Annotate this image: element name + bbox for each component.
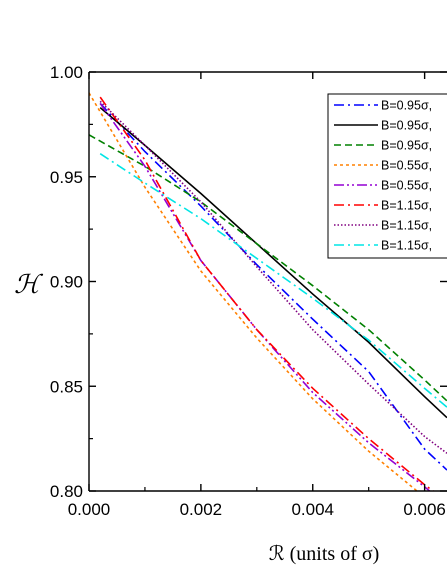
y-axis-label: ℋ <box>14 270 44 299</box>
legend-label-8: B=1.15σ, <box>381 239 432 253</box>
axes: 0.80 0.85 0.90 0.95 1.00 0.000 0.002 0.004 0.006 <box>50 63 447 519</box>
series-line-1 <box>99 102 447 471</box>
legend-label-4: B=0.55σ, <box>381 159 432 173</box>
y-tick-label: 0.85 <box>50 377 83 396</box>
series-line-3 <box>89 134 447 402</box>
series-line-5 <box>99 102 431 491</box>
series-line-4 <box>89 92 419 491</box>
y-tick-label: 0.90 <box>50 273 83 292</box>
series-line-6 <box>99 96 435 491</box>
legend: B=0.95σ, B=0.95σ, B=0.95σ, B=0.55σ, B=0.55σ,… <box>327 93 447 259</box>
y-tick-label: 0.95 <box>50 168 83 187</box>
x-tick-label: 0.000 <box>68 500 111 519</box>
legend-label-1: B=0.95σ, <box>381 99 432 113</box>
legend-label-6: B=1.15σ, <box>381 199 432 213</box>
x-tick-label: 0.004 <box>291 500 334 519</box>
y-tick-label: 1.00 <box>50 63 83 82</box>
y-tick-label: 0.80 <box>50 482 83 501</box>
x-tick-label: 0.002 <box>180 500 223 519</box>
series-line-7 <box>99 100 447 454</box>
legend-label-2: B=0.95σ, <box>381 119 432 133</box>
legend-box <box>327 93 447 259</box>
legend-label-7: B=1.15σ, <box>381 219 432 233</box>
x-axis-label: ℛ (units of σ) <box>269 543 380 565</box>
legend-label-3: B=0.95σ, <box>381 139 432 153</box>
x-tick-label: 0.006 <box>403 500 446 519</box>
series-layer <box>89 92 447 491</box>
series-line-8 <box>99 153 447 408</box>
legend-label-5: B=0.55σ, <box>381 179 432 193</box>
series-line-2 <box>99 107 447 419</box>
